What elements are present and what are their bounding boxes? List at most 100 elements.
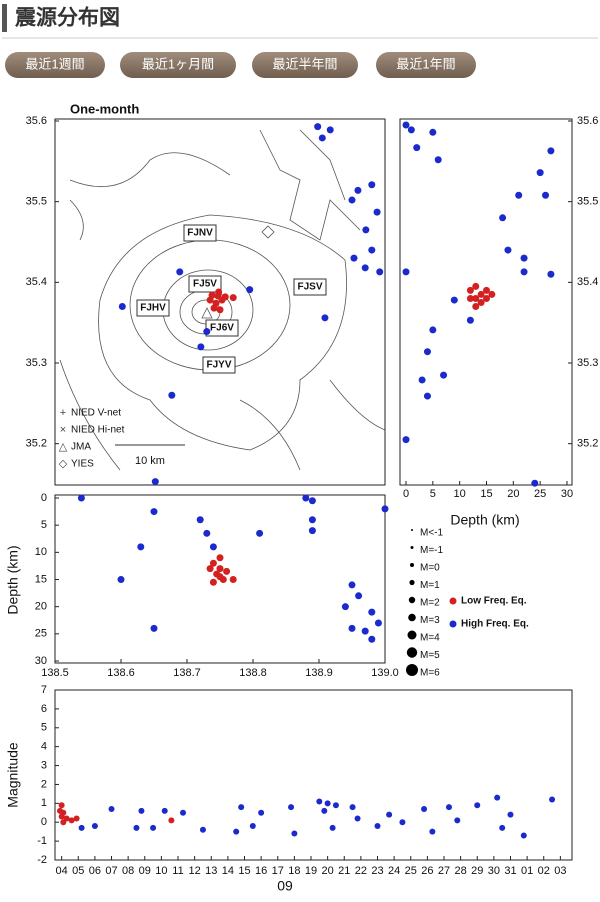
x-tick-label: 07	[105, 865, 117, 877]
quake-point	[341, 603, 349, 611]
quake-point	[515, 191, 523, 199]
quake-point	[381, 505, 389, 513]
legend-marker	[449, 597, 457, 605]
period-button-label[interactable]: 最近半年間	[272, 56, 337, 71]
x-tick-label: 23	[371, 865, 383, 877]
y-tick-label: 0	[41, 816, 47, 828]
quake-point	[507, 811, 514, 818]
quake-point	[418, 376, 426, 384]
quake-point	[477, 290, 485, 298]
period-button[interactable]	[5, 52, 105, 78]
x-tick-label: 10	[454, 488, 466, 500]
period-button[interactable]	[120, 52, 236, 78]
quake-point	[350, 254, 358, 262]
y-tick-label: 35.3	[26, 357, 47, 369]
quake-point	[348, 581, 356, 589]
quake-point	[203, 328, 211, 336]
quake-point	[547, 147, 555, 155]
quake-point	[413, 144, 421, 152]
size-legend-label: M=-1	[420, 545, 444, 556]
x-tick-label: 28	[454, 865, 466, 877]
quake-point	[434, 156, 442, 164]
quake-point	[249, 823, 256, 829]
quake-point	[361, 264, 369, 272]
quake-point	[362, 226, 370, 234]
station-label: FJHV	[140, 303, 166, 314]
quake-point	[196, 516, 204, 524]
x-tick-label: 20	[322, 865, 334, 877]
quake-point	[472, 282, 480, 290]
quake-point	[150, 824, 157, 831]
x-tick-label: 13	[205, 865, 217, 877]
quake-point	[246, 286, 254, 294]
network-symbol: +	[60, 407, 66, 419]
quake-point	[308, 497, 316, 505]
station-box	[202, 356, 236, 374]
quake-point	[324, 800, 331, 807]
x-tick-label: 29	[471, 865, 483, 877]
quake-point	[216, 554, 224, 562]
x-tick-label: 09	[139, 865, 151, 877]
y-axis-label: Depth (km)	[5, 545, 21, 614]
quake-point	[499, 214, 507, 222]
quake-point	[472, 294, 480, 302]
network-symbol: △	[59, 441, 68, 453]
quake-point	[531, 479, 539, 487]
quake-point	[302, 494, 310, 502]
quake-point	[256, 529, 264, 537]
quake-point	[355, 592, 363, 600]
x-tick-label: 01	[521, 865, 533, 877]
quake-point	[210, 304, 218, 312]
quake-point	[445, 804, 452, 811]
y-tick-label: 35.5	[26, 196, 47, 208]
quake-point	[466, 286, 474, 294]
period-button-label[interactable]: 最近1週間	[25, 56, 84, 71]
quake-point	[423, 348, 431, 356]
network-symbol: ×	[60, 424, 66, 436]
legend-label: High Freq. Eq.	[461, 619, 529, 630]
quake-point	[368, 635, 376, 643]
y-tick-label: 35.5	[577, 196, 598, 208]
size-legend-marker	[411, 529, 413, 531]
x-axis-label: Depth (km)	[450, 512, 519, 528]
x-tick-label: 16	[255, 865, 267, 877]
period-button-label[interactable]: 最近1年間	[396, 56, 455, 71]
y-tick-label: 5	[41, 722, 47, 734]
x-tick-label: 18	[288, 865, 300, 877]
quake-point	[150, 624, 158, 632]
quake-point	[180, 809, 187, 816]
quake-point	[133, 824, 140, 831]
y-tick-label: 30	[35, 655, 47, 667]
period-button-label[interactable]: 最近1ヶ月間	[142, 56, 214, 71]
y-tick-label: 1	[41, 797, 47, 809]
period-button[interactable]	[376, 52, 476, 78]
x-tick-label: 15	[480, 488, 492, 500]
quake-point	[549, 796, 556, 803]
y-tick-label: 10	[35, 546, 47, 558]
y-tick-label: 35.2	[26, 438, 47, 450]
period-button[interactable]	[252, 52, 358, 78]
station-label: FJSV	[297, 282, 322, 293]
station-label: FJNV	[187, 228, 213, 239]
quake-point	[216, 565, 224, 573]
size-legend-marker	[408, 596, 416, 604]
x-tick-label: 139.0	[371, 667, 399, 679]
x-tick-label: 138.5	[41, 667, 69, 679]
quake-point	[118, 303, 126, 311]
quake-point	[68, 817, 75, 824]
quake-point	[429, 326, 437, 334]
size-legend-label: M=3	[420, 615, 440, 626]
size-legend-label: M=2	[420, 598, 440, 609]
quake-point	[376, 268, 384, 276]
quake-point	[466, 316, 474, 324]
quake-point	[58, 802, 65, 809]
quake-point	[60, 809, 67, 816]
quake-point	[373, 208, 381, 216]
quake-point	[504, 246, 512, 254]
legend-label: Low Freq. Eq.	[461, 596, 527, 607]
x-tick-label: 14	[222, 865, 234, 877]
size-legend-label: M=5	[420, 650, 440, 661]
network-label: NIED Hi-net	[71, 425, 125, 436]
x-tick-label: 30	[488, 865, 500, 877]
quake-point	[348, 624, 356, 632]
